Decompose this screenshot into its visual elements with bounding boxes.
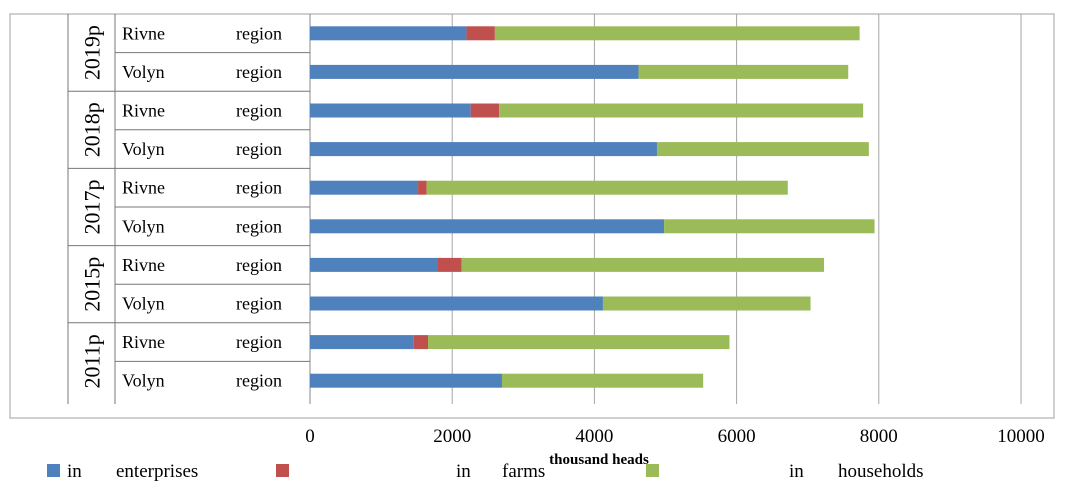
region-word-label: region <box>236 255 282 275</box>
bar-segment <box>413 335 429 350</box>
bar-segment <box>499 103 864 118</box>
region-name-label: Rivne <box>122 178 165 198</box>
bar-segment <box>494 26 860 41</box>
year-label: 2017р <box>80 180 105 235</box>
bar-segment <box>437 257 462 272</box>
year-label: 2011р <box>80 334 105 388</box>
x-tick-label: 8000 <box>860 426 898 447</box>
bar-segment <box>466 26 495 41</box>
legend: in enterprises in farms in households <box>47 461 924 482</box>
region-word-label: region <box>236 23 282 43</box>
bar-segment <box>310 257 438 272</box>
region-name-label: Volyn <box>122 371 165 391</box>
region-name-label: Volyn <box>122 139 165 159</box>
bar-segment <box>428 335 730 350</box>
bar-segment <box>310 26 467 41</box>
x-tick-label: 0 <box>305 426 315 447</box>
bar-segment <box>418 180 427 195</box>
region-name-label: Volyn <box>122 216 165 236</box>
region-name-label: Rivne <box>122 332 165 352</box>
legend-label: in <box>456 461 471 482</box>
legend-label: farms <box>502 461 545 482</box>
bar-segment <box>310 64 639 79</box>
x-tick-label: 10000 <box>997 426 1045 447</box>
bar-segment <box>310 180 419 195</box>
region-word-label: region <box>236 178 282 198</box>
legend-label: in <box>789 461 804 482</box>
region-word-label: region <box>236 101 282 121</box>
legend-swatch <box>47 464 60 477</box>
bar-segment <box>310 335 414 350</box>
year-label: 2018р <box>80 102 105 157</box>
bars <box>310 26 875 388</box>
region-word-label: region <box>236 371 282 391</box>
plot-border <box>9 13 1055 419</box>
legend-swatch <box>276 464 289 477</box>
bar-segment <box>638 64 849 79</box>
bar-segment <box>310 219 665 234</box>
region-name-label: Volyn <box>122 294 165 314</box>
x-tick-label: 4000 <box>575 426 613 447</box>
region-word-label: region <box>236 294 282 314</box>
bar-segment <box>310 142 657 157</box>
bar-segment <box>470 103 500 118</box>
region-word-label: region <box>236 62 282 82</box>
x-tick-label: 2000 <box>433 426 471 447</box>
region-name-label: Rivne <box>122 23 165 43</box>
region-word-label: region <box>236 216 282 236</box>
region-name-label: Rivne <box>122 255 165 275</box>
year-label: 2019р <box>80 25 105 80</box>
legend-label: enterprises <box>116 461 198 482</box>
bar-segment <box>656 142 869 157</box>
category-labels: 2019р Rivne region Volyn region 2018р Rivne reg… <box>67 14 310 404</box>
legend-label: in <box>67 461 82 482</box>
bar-segment <box>310 373 502 388</box>
bar-segment <box>461 257 825 272</box>
legend-swatch <box>646 464 659 477</box>
x-axis-title: thousand heads <box>549 452 649 468</box>
year-label: 2015р <box>80 257 105 312</box>
bar-segment <box>501 373 704 388</box>
bar-segment <box>310 296 603 311</box>
region-name-label: Rivne <box>122 101 165 121</box>
region-word-label: region <box>236 332 282 352</box>
region-name-label: Volyn <box>122 62 165 82</box>
bar-segment <box>426 180 788 195</box>
bar-segment <box>602 296 811 311</box>
bar-segment <box>310 103 471 118</box>
legend-label: households <box>838 461 924 482</box>
bar-segment <box>664 219 875 234</box>
region-word-label: region <box>236 139 282 159</box>
x-tick-labels: 0 2000 4000 6000 8000 10000 <box>305 426 1045 447</box>
x-tick-label: 6000 <box>718 426 756 447</box>
